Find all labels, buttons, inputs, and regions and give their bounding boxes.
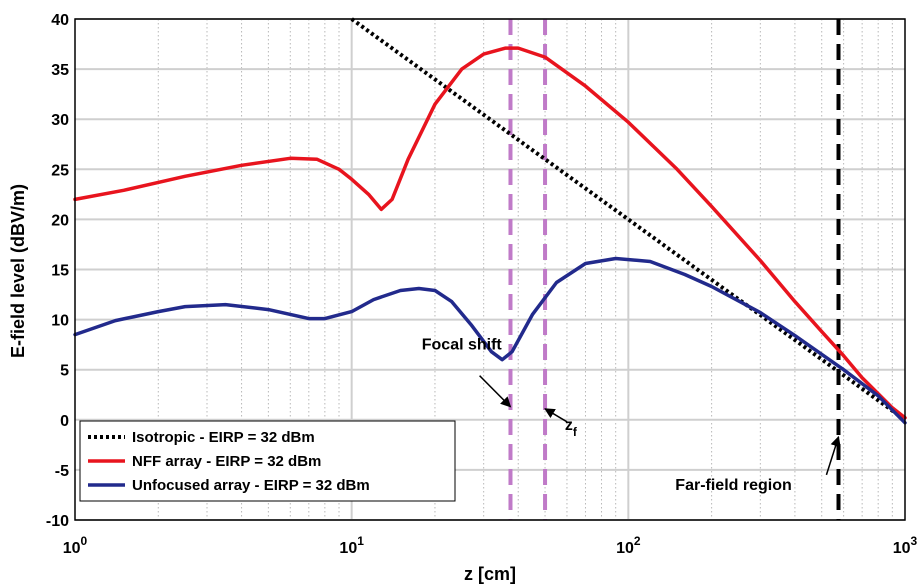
annotation-label: zf — [565, 417, 578, 439]
y-tick-label: 5 — [60, 363, 69, 380]
annotation-label: Focal shift — [422, 337, 503, 354]
x-axis-label: z [cm] — [464, 564, 516, 584]
y-tick-label: -10 — [46, 513, 69, 530]
focal-shift-arrow — [479, 375, 512, 408]
plot-frame — [74, 18, 906, 521]
y-axis-label: E-field level (dBV/m) — [8, 184, 28, 358]
y-tick-label: 30 — [51, 112, 69, 129]
vertical-lines — [508, 19, 841, 520]
series-line-2 — [73, 46, 907, 420]
series-layer — [73, 17, 907, 425]
annotation-label: Far-field region — [675, 477, 791, 494]
legend-box — [79, 420, 456, 502]
series-line-3 — [73, 256, 907, 425]
y-tick-label: 15 — [51, 263, 69, 280]
series-line-1 — [350, 17, 907, 422]
y-tick-label: 20 — [51, 212, 69, 229]
y-tick-label: 0 — [60, 413, 69, 430]
x-tick-label: 100 — [63, 534, 88, 557]
tick-labels: 40 35 30 25 20 15 10 5 0 -5 -10 100 101 102 103 — [46, 12, 918, 557]
x-tick-label: 103 — [893, 534, 918, 557]
legend-label-3: Unfocused array - EIRP = 32 dBm — [132, 477, 370, 494]
annotations: Focal shift zf Far-field region — [422, 337, 841, 494]
legend-label-1: Isotropic - EIRP = 32 dBm — [132, 429, 315, 446]
y-tick-label: 10 — [51, 313, 69, 330]
x-tick-label: 102 — [616, 534, 641, 557]
y-tick-label: 35 — [51, 62, 69, 79]
y-tick-label: 40 — [51, 12, 69, 29]
far-field-arrow — [825, 435, 841, 476]
y-tick-label: -5 — [55, 463, 69, 480]
legend: Isotropic - EIRP = 32 dBm NFF array - EIR… — [79, 420, 456, 502]
zf-arrow — [544, 408, 568, 423]
legend-label-2: NFF array - EIRP = 32 dBm — [132, 453, 321, 470]
y-tick-label: 25 — [51, 162, 69, 179]
x-tick-label: 101 — [339, 534, 364, 557]
